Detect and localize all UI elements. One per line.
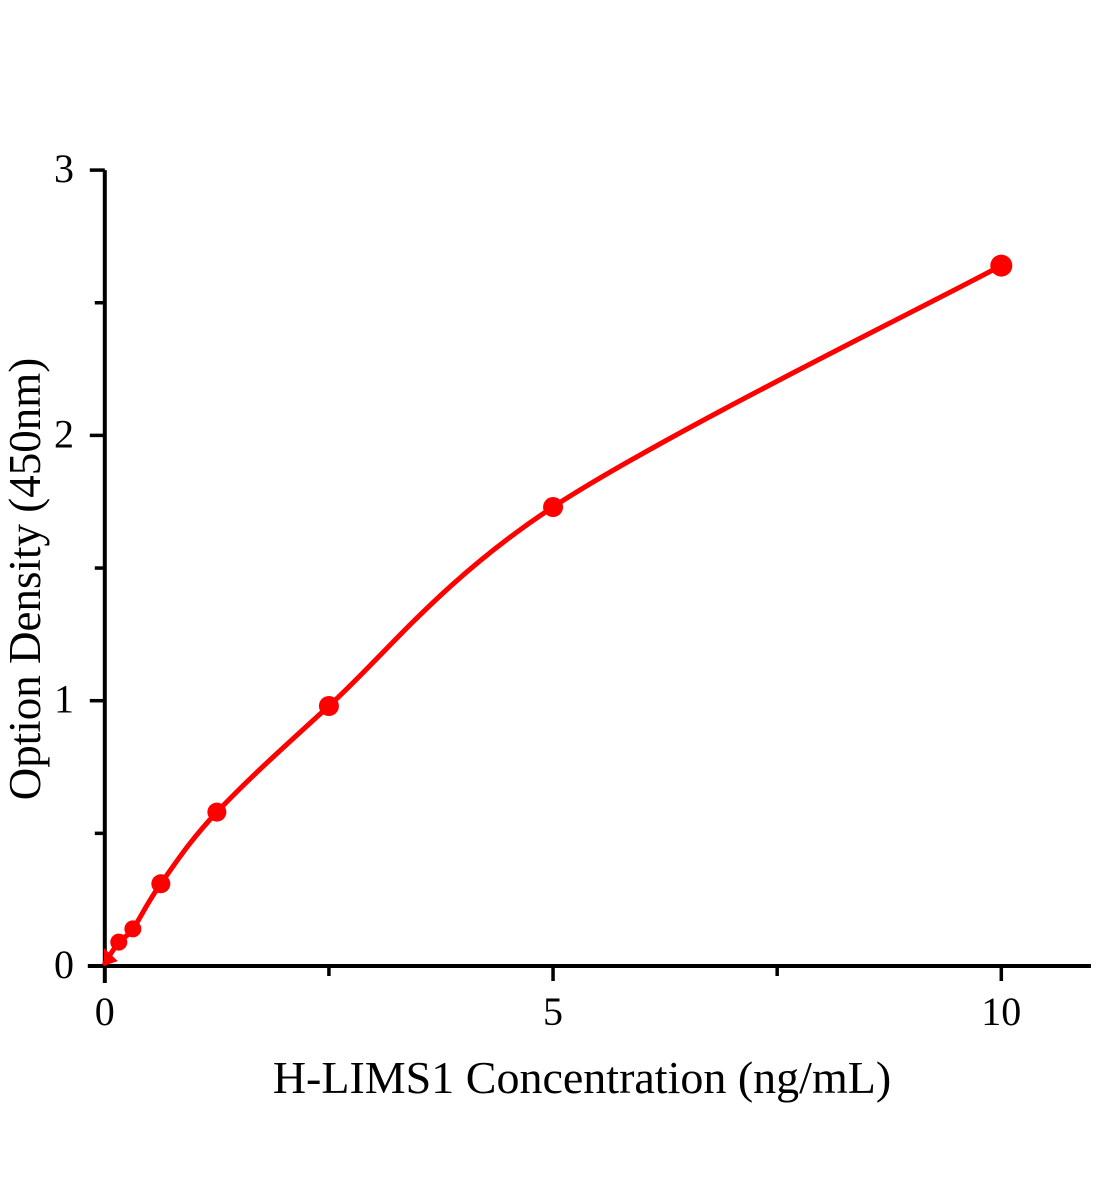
data-point	[990, 254, 1013, 277]
x-tick-label: 10	[981, 989, 1021, 1034]
axes-layer	[87, 168, 1091, 983]
data-point	[207, 802, 227, 822]
y-tick-label: 3	[54, 146, 74, 191]
data-series-layer	[102, 254, 1013, 966]
x-tick-label: 0	[95, 989, 115, 1034]
data-point	[543, 497, 564, 518]
y-tick-label: 0	[54, 942, 74, 987]
data-point	[151, 874, 171, 894]
fit-curve	[102, 263, 1004, 966]
data-point	[318, 696, 339, 717]
x-tick-label: 5	[543, 989, 563, 1034]
curve-start-marker	[103, 948, 118, 966]
tick-labels-layer: 0 5 10 0 1 2 3	[54, 146, 1021, 1034]
y-tick-label: 2	[54, 411, 74, 456]
x-axis-title: H-LIMS1 Concentration (ng/mL)	[273, 1052, 891, 1103]
data-point	[110, 933, 128, 951]
data-point	[124, 920, 142, 938]
y-axis-title: Option Density (450nm)	[0, 358, 50, 800]
y-tick-label: 1	[54, 677, 74, 722]
